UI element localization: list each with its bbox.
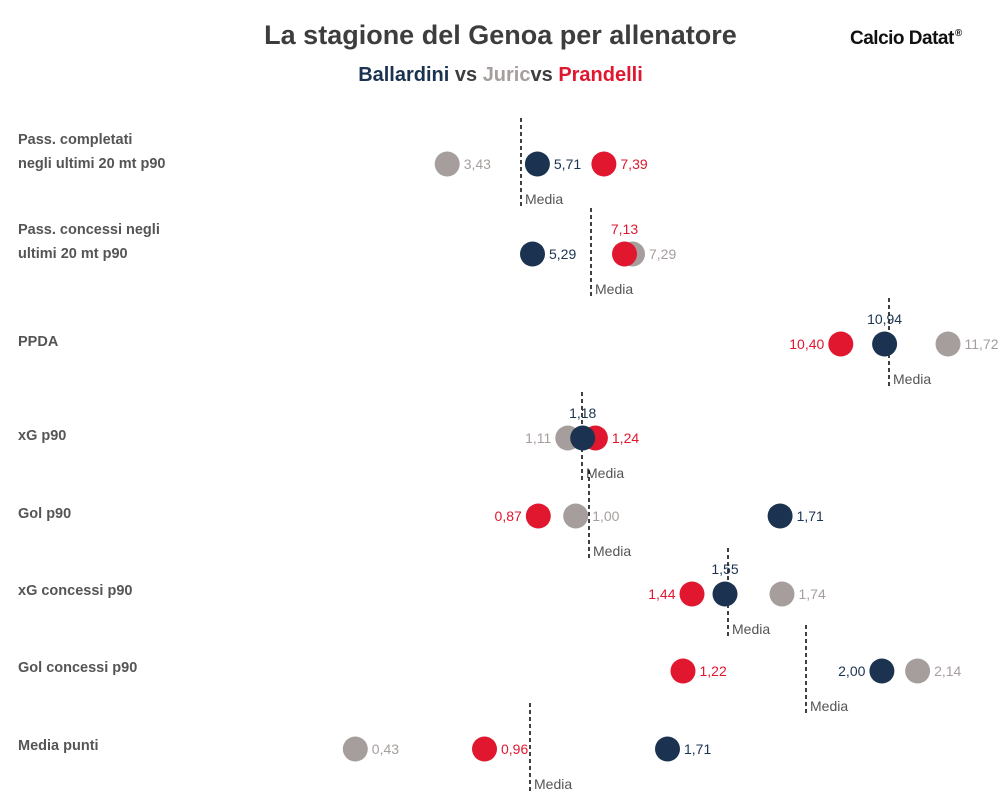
mean-label: Media bbox=[586, 465, 624, 481]
dot-ballardini bbox=[570, 425, 596, 451]
dot-ballardini bbox=[869, 658, 895, 684]
dot-prandelli bbox=[612, 241, 637, 267]
value-label-juric: 2,14 bbox=[934, 663, 961, 679]
row-label: Media punti bbox=[18, 738, 99, 754]
row-label: Gol p90 bbox=[18, 506, 72, 522]
value-label-juric: 1,74 bbox=[799, 586, 826, 602]
mean-label: Media bbox=[893, 371, 931, 387]
value-label-prandelli: 0,87 bbox=[495, 508, 522, 524]
chart-subtitle: Ballardini vs Juricvs Prandelli bbox=[0, 64, 1001, 87]
legend-separator-2: vs bbox=[530, 64, 559, 86]
row-label: Pass. concessi negli ultimi 20 mt p90 bbox=[18, 222, 160, 262]
value-label-ballardini: 1,71 bbox=[797, 508, 824, 524]
dot-juric bbox=[342, 736, 368, 762]
logo-registered-mark: ® bbox=[954, 28, 962, 39]
dot-ballardini bbox=[520, 241, 545, 267]
row-label: Gol concessi p90 bbox=[18, 660, 138, 676]
dot-juric bbox=[563, 503, 589, 529]
dot-prandelli bbox=[525, 503, 551, 529]
dot-prandelli bbox=[828, 331, 854, 357]
dot-ballardini bbox=[524, 151, 550, 177]
dot-prandelli bbox=[472, 736, 497, 762]
value-label-juric: 1,11 bbox=[525, 430, 551, 446]
dot-juric bbox=[905, 658, 931, 684]
value-label-juric: 1,00 bbox=[592, 508, 619, 524]
mean-label: Media bbox=[810, 698, 848, 714]
value-label-prandelli: 10,40 bbox=[789, 336, 824, 352]
dot-ballardini bbox=[767, 503, 793, 529]
dot-juric bbox=[935, 331, 961, 357]
row-label: xG p90 bbox=[18, 428, 67, 444]
dot-prandelli bbox=[679, 581, 705, 607]
mean-label: Media bbox=[595, 281, 633, 297]
legend-prandelli: Prandelli bbox=[558, 64, 643, 86]
mean-label: Media bbox=[732, 621, 770, 637]
calcio-datato-logo: Calcio Datat® bbox=[850, 28, 962, 50]
value-label-ballardini: 5,29 bbox=[549, 246, 576, 262]
dot-ballardini bbox=[712, 581, 738, 607]
value-label-ballardini: 1,55 bbox=[711, 561, 738, 577]
value-label-juric: 11,72 bbox=[965, 336, 999, 352]
legend-juric: Juric bbox=[482, 64, 531, 86]
row-label: xG concessi p90 bbox=[18, 583, 133, 599]
mean-label: Media bbox=[534, 776, 572, 792]
row-label: Pass. completati negli ultimi 20 mt p90 bbox=[18, 132, 166, 172]
value-label-ballardini: 1,71 bbox=[684, 741, 711, 757]
value-label-ballardini: 5,71 bbox=[554, 156, 581, 172]
value-label-ballardini: 2,00 bbox=[838, 663, 865, 679]
value-label-prandelli: 1,44 bbox=[648, 586, 675, 602]
dot-ballardini bbox=[872, 331, 898, 357]
legend-ballardini: Ballardini bbox=[358, 64, 450, 86]
dot-prandelli bbox=[670, 658, 696, 684]
dot-ballardini bbox=[655, 736, 680, 762]
value-label-juric: 7,29 bbox=[649, 246, 676, 262]
row-label: PPDA bbox=[18, 334, 59, 350]
mean-label: Media bbox=[525, 191, 563, 207]
value-label-prandelli: 7,13 bbox=[611, 221, 638, 237]
logo-text: Calcio Datat bbox=[850, 28, 954, 49]
value-label-ballardini: 10,94 bbox=[867, 311, 902, 327]
chart-title: La stagione del Genoa per allenatore bbox=[264, 20, 737, 50]
value-label-juric: 3,43 bbox=[464, 156, 491, 172]
legend-separator-1: vs bbox=[449, 64, 483, 86]
value-label-juric: 0,43 bbox=[372, 741, 399, 757]
value-label-prandelli: 7,39 bbox=[620, 156, 647, 172]
value-label-ballardini: 1,18 bbox=[569, 405, 596, 421]
value-label-prandelli: 0,96 bbox=[501, 741, 528, 757]
value-label-prandelli: 1,24 bbox=[612, 430, 639, 446]
dot-prandelli bbox=[591, 151, 617, 177]
mean-label: Media bbox=[593, 543, 631, 559]
dot-juric bbox=[769, 581, 795, 607]
value-label-prandelli: 1,22 bbox=[700, 663, 727, 679]
dot-juric bbox=[434, 151, 460, 177]
